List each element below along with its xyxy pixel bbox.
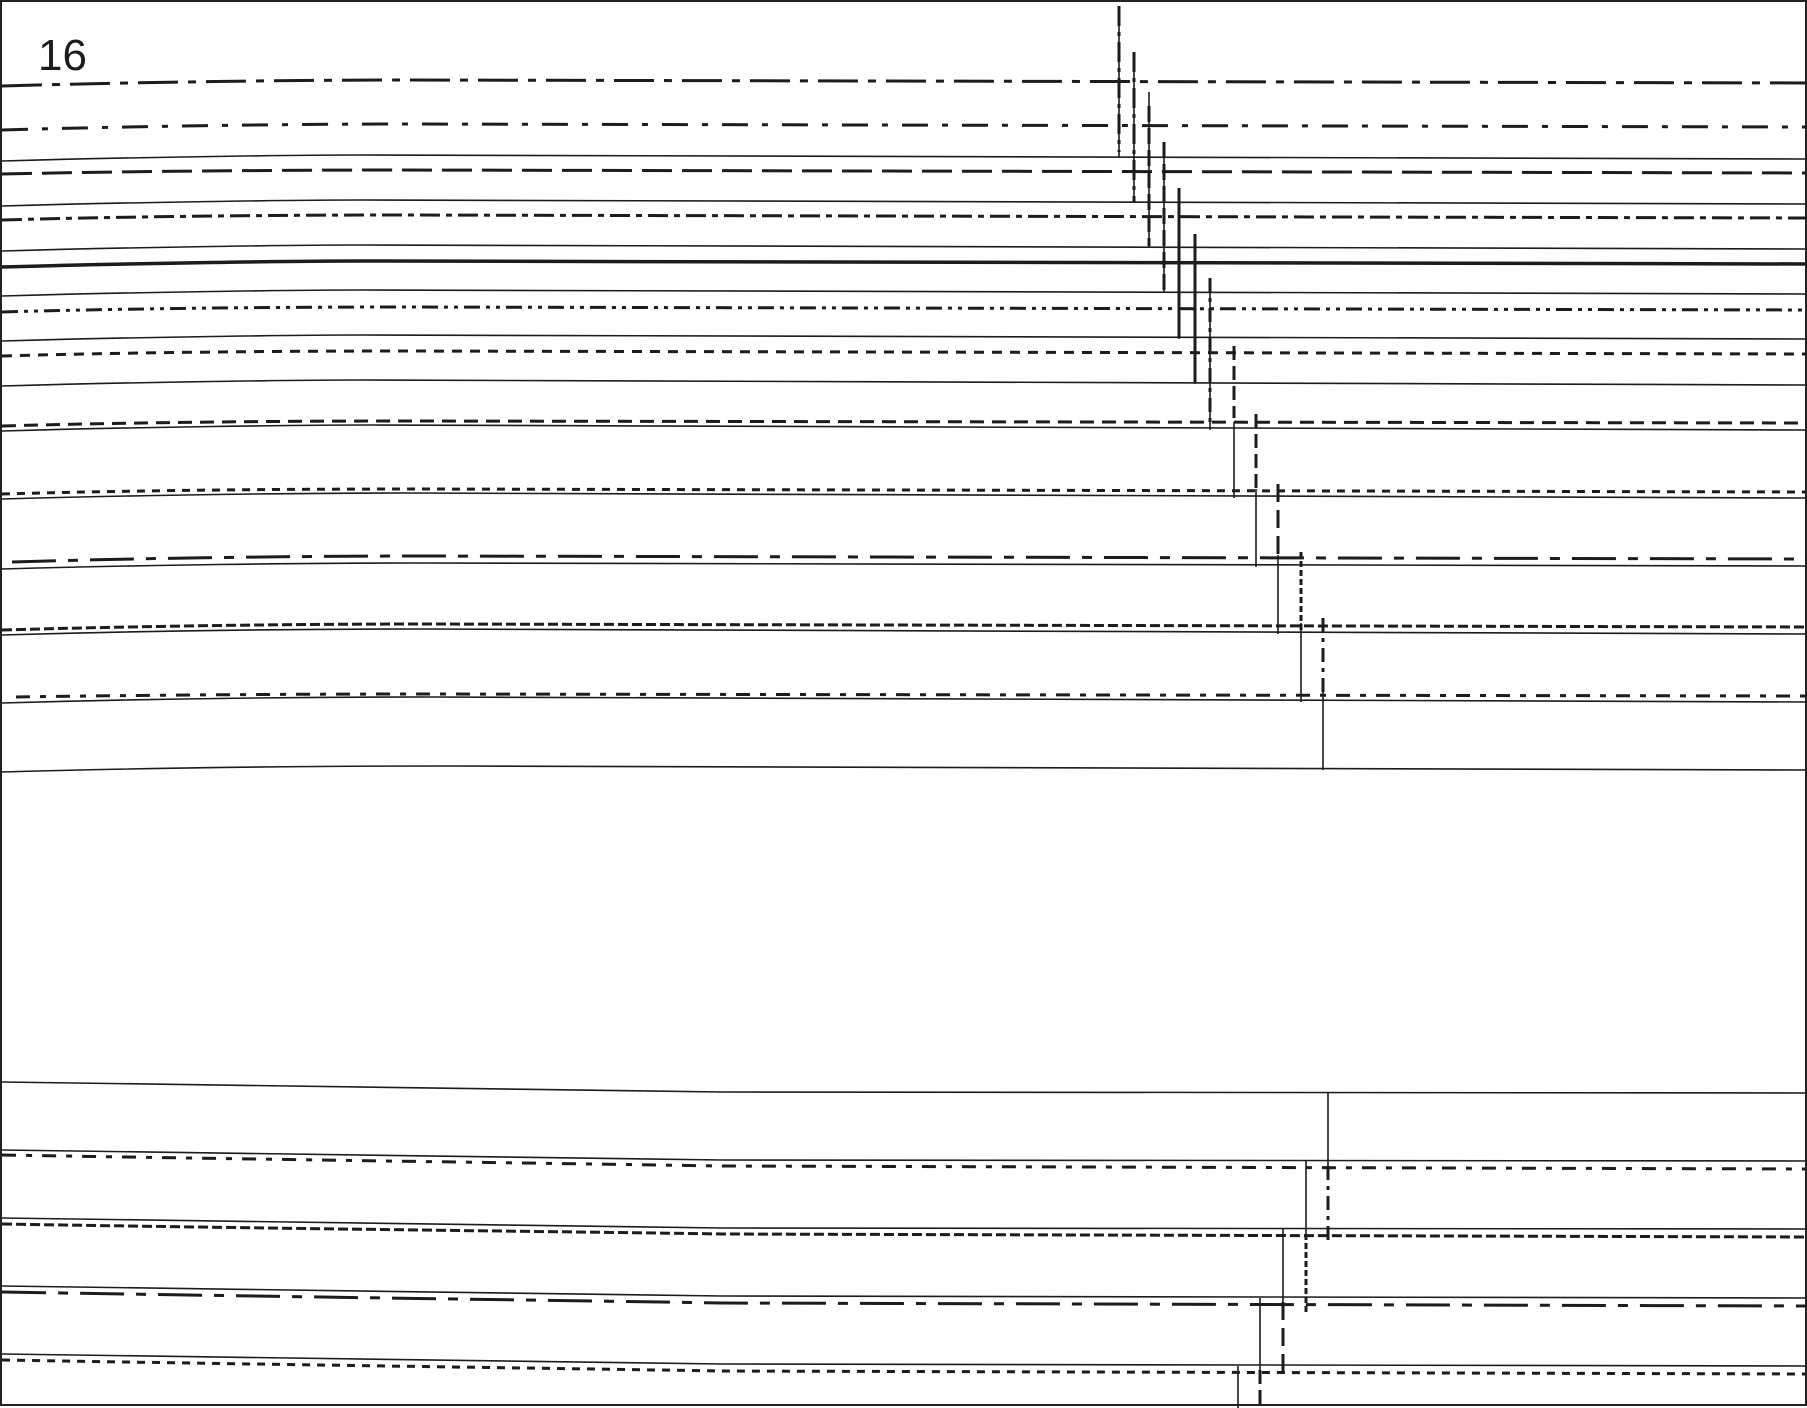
dash-dot-line-2 — [2, 122, 1807, 132]
dash-dot-line-3 — [2, 213, 1807, 222]
dash-dot-line-5 — [15, 692, 1807, 699]
lower-dense-dash-line — [2, 1222, 1807, 1239]
dash-dot-line-4 — [11, 554, 1807, 564]
short-dash-line-1 — [2, 349, 1807, 358]
lower-thin-step-lines — [1237, 1093, 1329, 1408]
short-dash-line-2 — [2, 419, 1807, 428]
patterned-step-lines — [1117, 6, 1325, 698]
dash-dot-line-1 — [2, 78, 1807, 88]
thin-step-lines — [1118, 10, 1324, 770]
thin-outline-lines — [2, 154, 1807, 773]
page-number: 16 — [38, 31, 87, 80]
lower-dotted-line — [2, 1358, 1807, 1376]
lower-thin-outline-lines — [2, 1081, 1807, 1367]
lower-patterned-step-lines — [1258, 1166, 1330, 1408]
dotted-line-1 — [2, 487, 1807, 496]
lower-dash-dot-line — [2, 1153, 1807, 1171]
long-dash-line — [2, 168, 1807, 176]
thick-solid-line — [2, 259, 1807, 269]
dense-dash-line — [2, 622, 1807, 632]
dash-dot-dot-line — [2, 305, 1807, 314]
lower-long-dash-line — [2, 1290, 1807, 1308]
